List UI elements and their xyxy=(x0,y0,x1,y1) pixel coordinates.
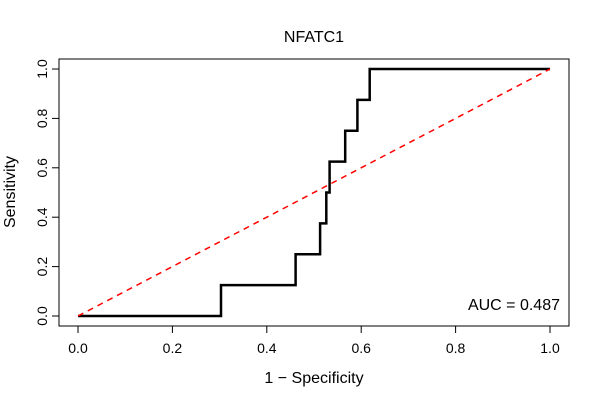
y-axis-label: Sensitivity xyxy=(2,156,19,228)
x-tick-label: 1.0 xyxy=(540,340,560,356)
x-tick-label: 0.6 xyxy=(351,340,371,356)
y-tick-label: 0.0 xyxy=(34,306,50,326)
y-tick-label: 0.8 xyxy=(34,108,50,128)
y-tick-label: 0.2 xyxy=(34,257,50,277)
series-layer xyxy=(77,67,551,318)
y-tick-label: 0.6 xyxy=(34,158,50,178)
y-tick-label: 0.4 xyxy=(34,207,50,227)
reference-diagonal-line xyxy=(77,68,551,317)
auc-annotation: AUC = 0.487 xyxy=(468,297,560,314)
axes: 0.0 0.2 0.4 0.6 0.8 1.0 0.0 0.2 0.4 0.6 0.8 1.0 xyxy=(34,59,560,356)
x-tick-label: 0.4 xyxy=(257,340,277,356)
y-tick-label: 1.0 xyxy=(34,59,50,79)
x-axis-label: 1 − Specificity xyxy=(264,370,363,387)
x-tick-label: 0.2 xyxy=(163,340,183,356)
chart-title: NFATC1 xyxy=(284,29,344,46)
roc-curve xyxy=(78,67,550,318)
x-tick-label: 0.8 xyxy=(446,340,466,356)
x-tick-label: 0.0 xyxy=(68,340,88,356)
